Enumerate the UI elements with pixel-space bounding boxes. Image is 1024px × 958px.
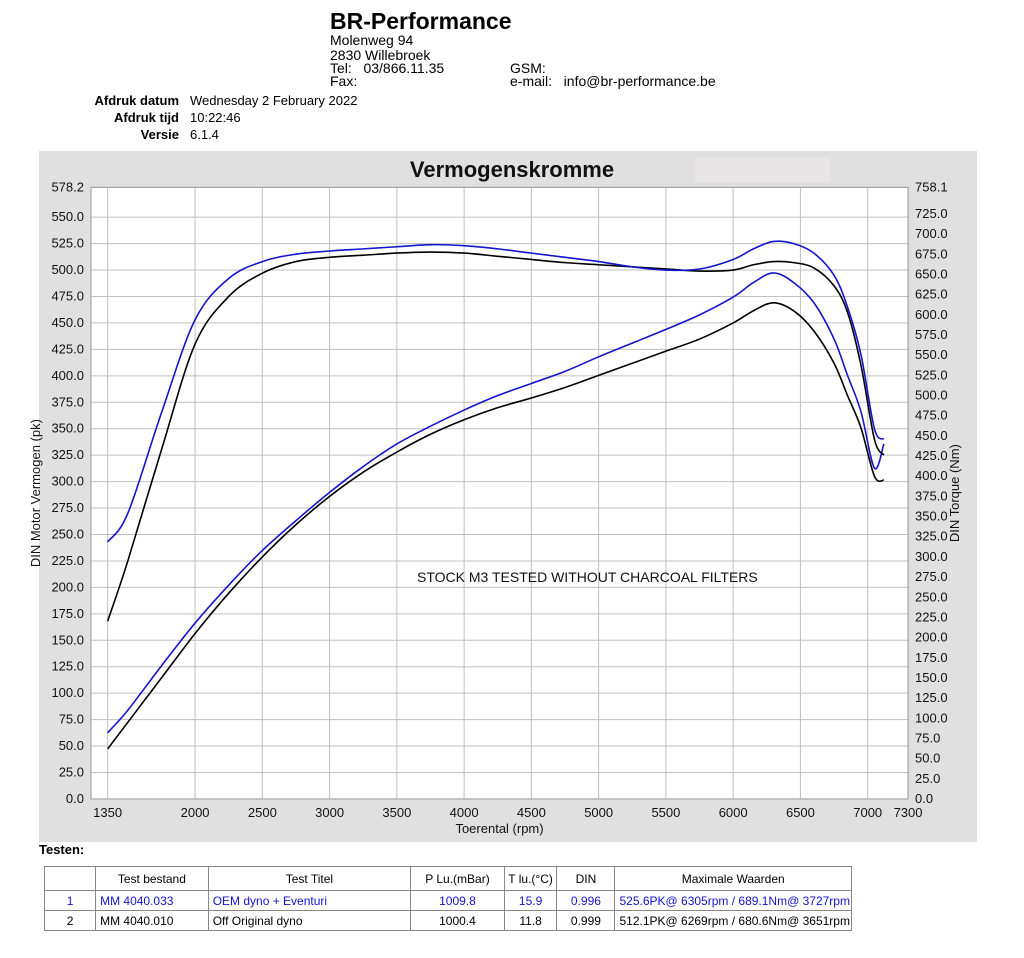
svg-text:DIN Motor Vermogen (pk): DIN Motor Vermogen (pk) bbox=[28, 419, 43, 567]
svg-text:125.0: 125.0 bbox=[915, 690, 948, 705]
svg-text:700.0: 700.0 bbox=[915, 226, 948, 241]
svg-text:150.0: 150.0 bbox=[51, 632, 84, 647]
svg-text:125.0: 125.0 bbox=[51, 659, 84, 674]
svg-text:475.0: 475.0 bbox=[915, 408, 948, 423]
svg-text:50.0: 50.0 bbox=[915, 751, 940, 766]
svg-text:275.0: 275.0 bbox=[51, 500, 84, 515]
svg-text:5000: 5000 bbox=[584, 805, 613, 820]
svg-text:675.0: 675.0 bbox=[915, 246, 948, 261]
svg-text:350.0: 350.0 bbox=[51, 421, 84, 436]
svg-text:2500: 2500 bbox=[248, 805, 277, 820]
svg-text:2000: 2000 bbox=[181, 805, 210, 820]
svg-text:200.0: 200.0 bbox=[51, 579, 84, 594]
svg-text:3500: 3500 bbox=[382, 805, 411, 820]
svg-text:1350: 1350 bbox=[93, 805, 122, 820]
svg-text:4000: 4000 bbox=[450, 805, 479, 820]
svg-text:400.0: 400.0 bbox=[915, 468, 948, 483]
svg-text:525.0: 525.0 bbox=[51, 236, 84, 251]
svg-text:425.0: 425.0 bbox=[51, 341, 84, 356]
svg-text:300.0: 300.0 bbox=[51, 474, 84, 489]
svg-text:600.0: 600.0 bbox=[915, 307, 948, 322]
svg-text:400.0: 400.0 bbox=[51, 368, 84, 383]
svg-text:575.0: 575.0 bbox=[915, 327, 948, 342]
svg-text:225.0: 225.0 bbox=[915, 609, 948, 624]
svg-text:450.0: 450.0 bbox=[51, 315, 84, 330]
svg-text:75.0: 75.0 bbox=[59, 712, 84, 727]
svg-text:100.0: 100.0 bbox=[51, 685, 84, 700]
svg-text:100.0: 100.0 bbox=[915, 710, 948, 725]
svg-text:325.0: 325.0 bbox=[915, 529, 948, 544]
svg-text:500.0: 500.0 bbox=[915, 388, 948, 403]
svg-text:5500: 5500 bbox=[651, 805, 680, 820]
svg-text:650.0: 650.0 bbox=[915, 267, 948, 282]
svg-text:425.0: 425.0 bbox=[915, 448, 948, 463]
svg-text:475.0: 475.0 bbox=[51, 288, 84, 303]
svg-text:50.0: 50.0 bbox=[59, 738, 84, 753]
svg-text:200.0: 200.0 bbox=[915, 630, 948, 645]
svg-text:250.0: 250.0 bbox=[51, 526, 84, 541]
svg-text:250.0: 250.0 bbox=[915, 589, 948, 604]
svg-text:7000: 7000 bbox=[853, 805, 882, 820]
svg-text:758.1: 758.1 bbox=[915, 179, 948, 194]
svg-text:STOCK M3 TESTED WITHOUT CHARCO: STOCK M3 TESTED WITHOUT CHARCOAL FILTERS bbox=[417, 569, 758, 585]
svg-text:25.0: 25.0 bbox=[59, 765, 84, 780]
svg-text:25.0: 25.0 bbox=[915, 771, 940, 786]
svg-text:4500: 4500 bbox=[517, 805, 546, 820]
svg-text:350.0: 350.0 bbox=[915, 509, 948, 524]
svg-text:6500: 6500 bbox=[786, 805, 815, 820]
svg-text:725.0: 725.0 bbox=[915, 206, 948, 221]
svg-text:DIN Torque (Nm): DIN Torque (Nm) bbox=[947, 444, 962, 542]
svg-text:7300: 7300 bbox=[894, 805, 923, 820]
svg-text:500.0: 500.0 bbox=[51, 262, 84, 277]
svg-text:6000: 6000 bbox=[719, 805, 748, 820]
svg-text:525.0: 525.0 bbox=[915, 367, 948, 382]
svg-text:325.0: 325.0 bbox=[51, 447, 84, 462]
svg-text:300.0: 300.0 bbox=[915, 549, 948, 564]
svg-text:625.0: 625.0 bbox=[915, 287, 948, 302]
svg-text:450.0: 450.0 bbox=[915, 428, 948, 443]
svg-text:375.0: 375.0 bbox=[915, 488, 948, 503]
svg-text:550.0: 550.0 bbox=[915, 347, 948, 362]
svg-text:Toerental (rpm): Toerental (rpm) bbox=[455, 821, 543, 836]
svg-text:75.0: 75.0 bbox=[915, 730, 940, 745]
svg-text:375.0: 375.0 bbox=[51, 394, 84, 409]
svg-text:175.0: 175.0 bbox=[915, 650, 948, 665]
svg-text:175.0: 175.0 bbox=[51, 606, 84, 621]
svg-text:275.0: 275.0 bbox=[915, 569, 948, 584]
svg-text:150.0: 150.0 bbox=[915, 670, 948, 685]
svg-text:225.0: 225.0 bbox=[51, 553, 84, 568]
svg-text:0.0: 0.0 bbox=[66, 791, 84, 806]
svg-text:578.2: 578.2 bbox=[51, 179, 84, 194]
svg-text:550.0: 550.0 bbox=[51, 209, 84, 224]
svg-text:0.0: 0.0 bbox=[915, 791, 933, 806]
svg-text:3000: 3000 bbox=[315, 805, 344, 820]
